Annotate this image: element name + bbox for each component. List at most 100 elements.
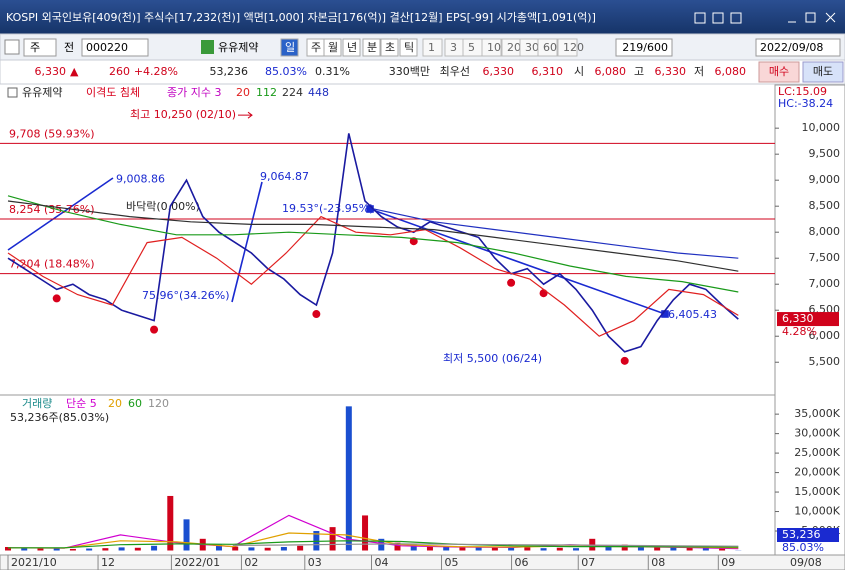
volume-bar	[475, 547, 482, 551]
high-arrow	[238, 111, 253, 119]
buy-button[interactable]	[758, 61, 800, 83]
date: 2022/09/08	[760, 41, 823, 54]
interval-label: 1	[428, 41, 435, 54]
y-tick-label: 8,000	[809, 225, 841, 238]
last-price-tag	[777, 312, 839, 327]
count: 219/600	[622, 41, 668, 54]
volume-bar	[459, 546, 466, 551]
annotation: 19.53°(-23.95%)	[282, 202, 374, 215]
legend-label: 60	[128, 397, 142, 410]
prev-button[interactable]: 전	[64, 41, 74, 54]
period-button[interactable]	[342, 38, 361, 57]
volume-bar	[264, 547, 271, 551]
interval-button[interactable]	[422, 38, 443, 57]
volume-bar	[719, 548, 726, 551]
volume-bar	[151, 545, 158, 551]
quote-bar	[0, 59, 845, 85]
legend-label: 20	[236, 86, 250, 99]
signal-dot	[150, 325, 159, 334]
period-label: 일	[285, 40, 295, 54]
volume-info: 53,236주(85.03%)	[10, 411, 109, 424]
volume-bar	[654, 546, 661, 551]
annotation: 최저 5,500 (06/24)	[443, 352, 542, 365]
volume-bar	[102, 548, 109, 551]
period-label: 틱	[404, 41, 414, 54]
period-button[interactable]	[380, 38, 399, 57]
y-tick-label: 9,500	[809, 147, 841, 160]
interval-button[interactable]	[557, 38, 578, 57]
volume-bar	[540, 548, 547, 551]
sell-button[interactable]	[802, 61, 844, 83]
sell-label: 매도	[813, 65, 833, 78]
period-button[interactable]	[280, 38, 299, 57]
volume-bar	[394, 542, 401, 551]
volume-bar	[524, 547, 531, 551]
period-label: 년	[347, 41, 357, 54]
legend-label: 유유제약	[22, 85, 62, 99]
ma-line	[8, 540, 739, 549]
annotation: 8,254 (35.76%)	[9, 203, 95, 216]
volume-bar	[378, 538, 385, 551]
code-input[interactable]	[81, 38, 149, 57]
volume-bar	[297, 545, 304, 551]
quote-low-label: 저	[694, 65, 704, 78]
icon	[4, 39, 20, 55]
volume-bar	[248, 547, 255, 551]
y-tick-label: 7,000	[809, 277, 841, 290]
ma-line	[7, 200, 739, 272]
interval-label: 3	[450, 41, 457, 54]
date-box[interactable]	[755, 38, 841, 57]
volume-bar	[508, 547, 515, 551]
annotation: 바닥락(0.00%)	[126, 200, 200, 213]
interval-button[interactable]	[481, 38, 502, 57]
legend-label: 224	[282, 86, 303, 99]
legend-label: 120	[148, 397, 169, 410]
annotation: 7,204 (18.48%)	[9, 258, 95, 271]
stock-name[interactable]: 유유제약	[218, 40, 258, 54]
volume-bar	[118, 547, 125, 551]
period-label: 주	[311, 41, 321, 54]
volume-bar	[410, 544, 417, 551]
ma-line	[373, 208, 739, 259]
interval-label: 5	[468, 41, 475, 54]
x-tick-label: 08	[651, 556, 665, 569]
ma-line	[7, 215, 739, 337]
x-tick-label: 2022/01	[174, 556, 220, 569]
y-tick-label: 5,500	[809, 355, 841, 368]
quote-bid: 6,310	[532, 65, 564, 78]
legend-label: 종가 지수 3	[167, 86, 221, 99]
period-button[interactable]	[362, 38, 381, 57]
volume-bar	[69, 548, 76, 551]
signal-dot	[52, 294, 61, 303]
volume-bar	[53, 547, 60, 551]
y-tick-label: 10,000	[802, 121, 841, 134]
period-label: 분	[367, 41, 377, 54]
annotation: 9,708 (59.93%)	[9, 127, 95, 140]
interval-button[interactable]	[537, 38, 558, 57]
lc-label: LC:15.09	[778, 85, 827, 98]
count-box	[615, 38, 673, 57]
y-tick-label: 15,000K	[794, 485, 840, 498]
y-tick-label: 6,000	[809, 329, 841, 342]
signal-dot	[312, 310, 321, 319]
select[interactable]	[23, 38, 57, 57]
last-volume-rate: 85.03%	[782, 541, 824, 554]
quote-open-label: 시	[574, 65, 584, 78]
quote-low: 6,080	[715, 65, 747, 78]
interval-label: 60	[543, 41, 557, 54]
quote-high: 6,330	[655, 65, 687, 78]
window-buttons[interactable]	[694, 12, 836, 24]
plot-area	[0, 85, 775, 555]
quote-high-label: 고	[634, 65, 644, 78]
y-tick-label: 20,000K	[794, 466, 840, 479]
hc-label: HC:-38.24	[778, 97, 833, 110]
buy-label: 매수	[769, 65, 789, 78]
code-type[interactable]: 주	[30, 41, 40, 54]
last-volume-tag	[777, 528, 839, 542]
volume-bar	[686, 547, 693, 551]
x-tick-label: 12	[101, 556, 115, 569]
period-button[interactable]	[399, 38, 418, 57]
annotation: 최고 10,250 (02/10)	[130, 108, 236, 121]
period-button[interactable]	[323, 38, 342, 57]
